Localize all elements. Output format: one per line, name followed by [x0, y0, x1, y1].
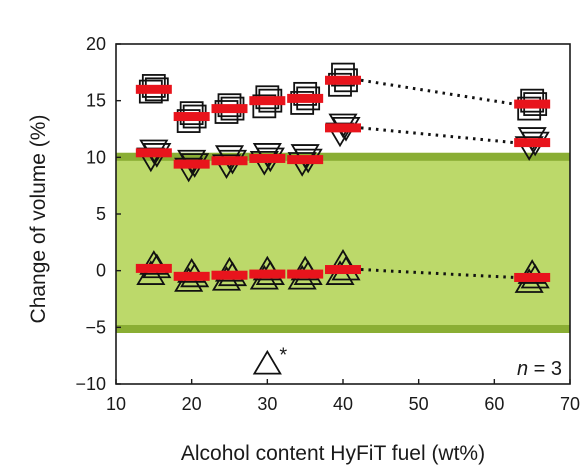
band-fill: [116, 152, 570, 333]
band-lower-edge: [116, 325, 570, 333]
axes: 10 20 30 40 50 60 70 −10 −5 0 5 10 15 20: [75, 34, 580, 414]
triangle-up-mean-bar: [135, 263, 172, 273]
triangle-down-marker: [174, 157, 204, 183]
trend-lines: [360, 78, 515, 279]
note-triangle-icon: [252, 349, 282, 375]
triangle-down-marker: [514, 136, 544, 161]
x-tick-label: 30: [257, 394, 277, 414]
mean-bars: [135, 75, 551, 282]
square-mean-bar: [173, 112, 210, 122]
x-tick-label: 50: [409, 394, 429, 414]
square-mean-bar: [211, 104, 248, 114]
triangle-down-mean-bar: [173, 159, 210, 169]
note-asterisk: *: [279, 345, 287, 367]
y-tick-label: −5: [85, 317, 106, 337]
x-tick-label: 60: [484, 394, 504, 414]
y-tick-label: 20: [86, 34, 106, 54]
square-marker: [176, 109, 201, 133]
triangle-down-mean-bar: [135, 148, 172, 158]
square-mean-bar: [514, 99, 551, 109]
acceptance-band: [116, 152, 570, 333]
triangle-down-mean-bar: [249, 153, 286, 163]
x-axis-label: Alcohol content HyFiT fuel (wt%): [181, 442, 485, 465]
y-tick-label: −10: [75, 374, 106, 394]
triangle-up-mean-bar: [173, 271, 210, 281]
triangle-up-mean-bar: [211, 270, 248, 280]
x-tick-label: 10: [106, 394, 126, 414]
square-marker: [517, 96, 542, 121]
triangle-down-mean-bar: [325, 123, 361, 133]
sample-size-symbol: n: [517, 358, 528, 380]
triangle-up-mean-bar: [249, 269, 286, 279]
dotted-trend-line: [360, 126, 515, 145]
triangle-down-mean-bar: [514, 138, 551, 148]
dotted-trend-line: [360, 268, 515, 279]
y-tick-label: 5: [96, 204, 106, 224]
sample-size-value: = 3: [528, 358, 562, 380]
square-mean-bar: [135, 84, 172, 94]
band-upper-edge: [116, 152, 570, 161]
square-marker: [290, 91, 315, 115]
y-axis-label: Change of volume (%): [27, 115, 50, 324]
sample-size-annotation: n = 3: [517, 358, 562, 380]
y-tick-label: 0: [96, 261, 106, 281]
square-marker: [293, 81, 318, 106]
square-marker: [331, 62, 355, 87]
triangle-up-mean-bar: [287, 269, 324, 279]
square-mean-bar: [249, 96, 286, 106]
y-tick-label: 10: [86, 147, 106, 167]
triangle-down-mean-bar: [211, 156, 248, 166]
triangle-up-mean-bar: [325, 265, 361, 275]
x-tick-label: 40: [333, 394, 353, 414]
x-tick-label: 70: [560, 394, 580, 414]
triangle-down-marker: [211, 154, 242, 180]
square-mean-bar: [287, 93, 324, 103]
dotted-trend-line: [360, 78, 515, 106]
triangle-down-mean-bar: [287, 155, 324, 165]
y-tick-label: 15: [86, 91, 106, 111]
x-tick-label: 20: [182, 394, 202, 414]
triangle-up-mean-bar: [514, 272, 551, 282]
square-marker: [252, 94, 277, 119]
note-symbol: *: [252, 345, 287, 375]
square-mean-bar: [325, 75, 361, 85]
